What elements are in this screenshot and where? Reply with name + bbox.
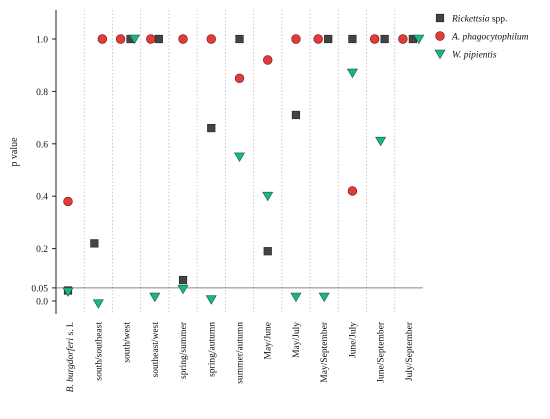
legend-marker: [434, 49, 446, 60]
data-point-marker: [318, 292, 330, 303]
data-point-marker: [291, 34, 301, 44]
data-point-marker: [324, 34, 333, 44]
data-point-marker: [62, 287, 74, 297]
data-point-marker: [206, 34, 216, 44]
y-tick-label: 0.6: [36, 140, 48, 150]
x-category-label: south/southeast: [94, 322, 104, 381]
data-points: [62, 34, 425, 309]
data-point-marker: [313, 34, 323, 44]
y-tick-label: 1.0: [36, 36, 48, 46]
data-point-marker: [177, 284, 189, 295]
y-tick-label: 0.05: [31, 284, 48, 294]
y-tick-label: 0.2: [36, 245, 48, 255]
x-category-label: July/September: [405, 321, 415, 381]
x-axis-category-labels: B. burgdorferi s. l. south/southeast south…: [65, 321, 415, 392]
data-point-marker: [154, 34, 163, 44]
x-category-label: May/June: [264, 322, 274, 359]
data-point-marker: [207, 123, 216, 133]
data-point-marker: [263, 247, 272, 256]
data-point-marker: [233, 152, 246, 162]
data-point-marker: [291, 110, 301, 120]
data-point-marker: [97, 34, 108, 44]
data-point-marker: [115, 34, 126, 44]
data-point-marker: [178, 34, 188, 44]
data-point-marker: [380, 34, 389, 44]
data-point-marker: [375, 136, 387, 147]
x-category-label: south/west: [123, 322, 133, 363]
y-axis: 0.0 0.05 0.2 0.4 0.6 0.8 1.0: [31, 10, 57, 314]
y-tick-label: 0.4: [36, 193, 48, 203]
data-point-marker: [348, 34, 357, 44]
y-tick-label: 0.0: [36, 298, 48, 308]
x-category-label: May/July: [292, 322, 302, 358]
legend-label: Rickettsia spp.: [451, 15, 507, 25]
x-category-label: spring/summer: [179, 321, 189, 379]
data-point-marker: [146, 34, 156, 44]
series-2: [62, 34, 425, 309]
legend-label: A. phagocytophilum: [451, 33, 529, 43]
x-category-label: summer/autumn: [236, 322, 246, 384]
legend: Rickettsia spp. A. phagocytophilum W. pipi…: [434, 13, 529, 61]
data-point-marker: [149, 292, 161, 303]
legend-marker: [435, 31, 445, 41]
data-point-marker: [262, 191, 274, 202]
x-category-label: June/July: [348, 322, 358, 358]
data-point-marker: [347, 186, 358, 196]
series-1: [63, 34, 408, 207]
data-point-marker: [178, 275, 188, 285]
data-point-marker: [205, 295, 217, 305]
data-point-marker: [290, 292, 302, 303]
x-category-label: spring/autumn: [207, 322, 217, 377]
data-point-marker: [346, 68, 358, 79]
data-point-marker: [129, 34, 141, 45]
data-point-marker: [413, 34, 425, 45]
data-point-marker: [369, 34, 380, 44]
data-point-marker: [63, 196, 73, 207]
data-point-marker: [234, 73, 245, 84]
data-point-marker: [398, 34, 408, 44]
data-point-marker: [92, 299, 104, 309]
y-axis-title: p value: [9, 137, 20, 167]
data-point-marker: [263, 55, 273, 65]
x-category-label: May/September: [320, 321, 330, 383]
data-point-marker: [90, 239, 99, 248]
x-category-label: southeast/west: [151, 322, 161, 378]
x-category-label: June/September: [377, 321, 387, 383]
category-separators: [83, 10, 396, 314]
legend-label: W. pipientis: [452, 51, 497, 61]
legend-marker: [435, 13, 445, 23]
data-point-marker: [235, 34, 244, 44]
y-tick-label: 0.8: [36, 88, 48, 98]
x-category-label: B. burgdorferi s. l.: [65, 322, 76, 392]
